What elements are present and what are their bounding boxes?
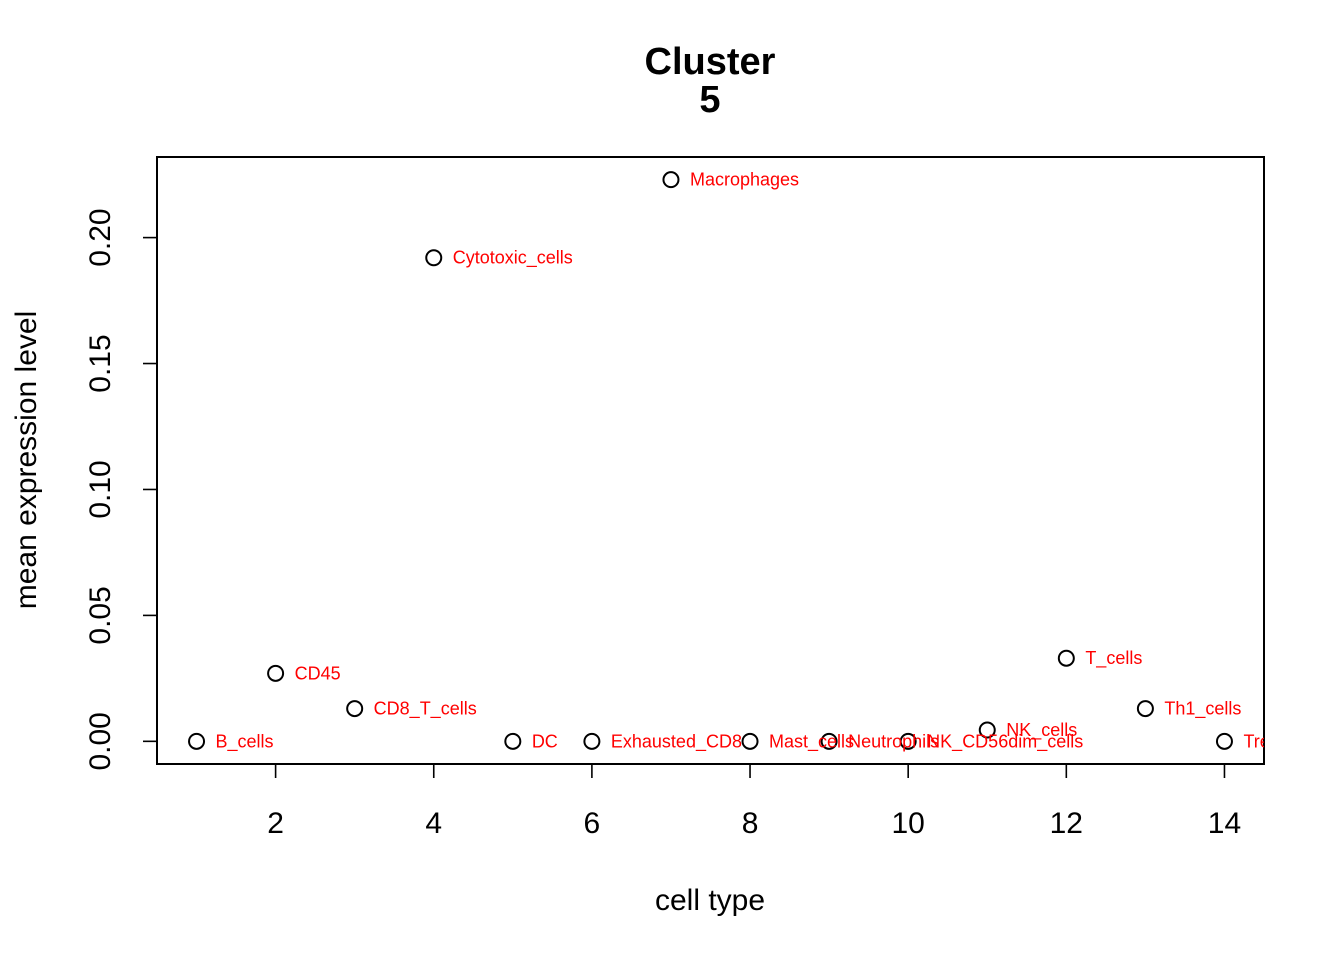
x-tick-label: 10 [891,807,924,840]
data-point [662,171,680,189]
data-label: NK_cells [1006,720,1077,741]
data-label: CD45 [295,663,341,683]
y-tick-label: 0.05 [84,586,117,644]
data-label: CD8_T_cells [374,699,477,720]
data-label: T_cells [1085,648,1142,669]
x-tick-label: 6 [584,807,601,840]
data-label: Macrophages [690,170,799,190]
data-points [188,171,1233,750]
x-axis: 2 4 6 8 10 12 14 [267,763,1241,840]
data-point [346,700,364,718]
data-point [1136,700,1154,718]
chart-title-line-1: Cluster [645,41,776,83]
y-tick-label: 0.20 [84,208,117,266]
data-point [820,732,838,750]
chart-title-line-2: 5 [699,79,720,121]
data-point [583,732,601,750]
point-labels: B_cells CD45 CD8_T_cells Cytotoxic_cells DC E… [216,170,1279,753]
x-tick-label: 14 [1208,807,1241,840]
data-point [425,249,443,267]
data-label: Neutrophils [848,731,939,751]
x-tick-label: 4 [425,807,442,840]
data-point [188,732,206,750]
data-point [978,721,996,739]
x-tick-label: 12 [1050,807,1083,840]
data-label: Exhausted_CD8 [611,731,742,752]
data-point [741,732,759,750]
data-label: Mast_cells [769,731,854,752]
data-point [267,664,285,682]
data-point [1215,732,1233,750]
x-tick-label: 2 [267,807,284,840]
data-label: Treg [1243,731,1279,751]
y-axis: 0.00 0.05 0.10 0.15 0.20 [84,208,158,771]
y-tick-label: 0.15 [84,334,117,392]
data-label: B_cells [216,731,274,752]
y-tick-label: 0.10 [84,460,117,518]
y-tick-label: 0.00 [84,712,117,770]
data-label: Cytotoxic_cells [453,248,573,269]
data-point [899,732,917,750]
x-axis-label: cell type [655,884,765,917]
data-label: DC [532,731,558,751]
x-tick-label: 8 [742,807,759,840]
data-label: Th1_cells [1164,699,1241,720]
data-label: NK_CD56dim_cells [927,731,1083,752]
data-point [1057,649,1075,667]
y-axis-label: mean expression level [10,311,43,610]
data-point [504,732,522,750]
